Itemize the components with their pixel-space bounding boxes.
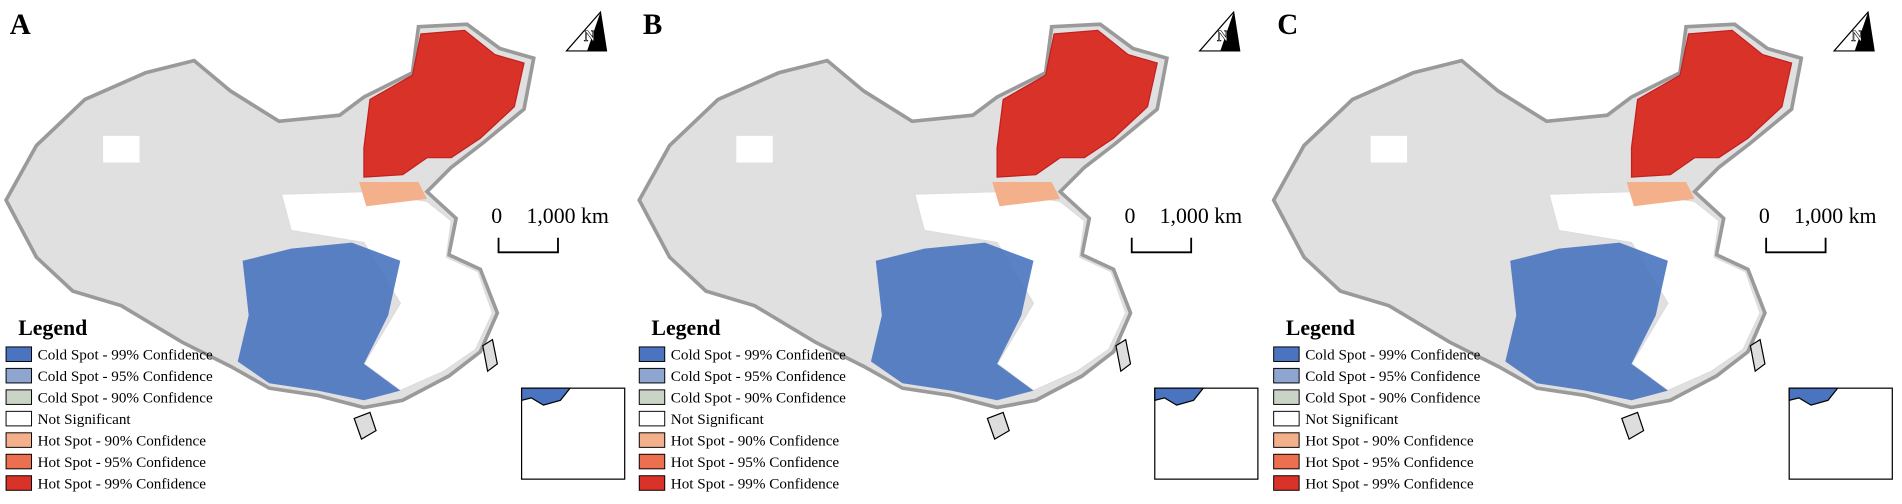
- island: [986, 411, 1010, 441]
- north-arrow-half: [587, 12, 607, 51]
- legend-swatch: [5, 453, 33, 470]
- legend-swatch: [1273, 475, 1300, 491]
- legend-swatch: [638, 410, 666, 427]
- legend-label: Cold Spot - 99% Confidence: [38, 347, 213, 364]
- legend-label: Hot Spot - 95% Confidence: [1305, 454, 1474, 471]
- scale-bar: [497, 237, 559, 254]
- legend-label: Cold Spot - 99% Confidence: [1305, 347, 1480, 364]
- panel-label: B: [643, 9, 662, 41]
- legend-label: Not Significant: [671, 411, 765, 428]
- north-label: N: [1217, 28, 1229, 45]
- desert-patch: [103, 135, 140, 163]
- scale-bar: [1765, 237, 1827, 254]
- scale-end: 1,000 km: [526, 204, 608, 228]
- desert-patch: [736, 135, 773, 163]
- legend-label: Hot Spot - 99% Confidence: [671, 475, 840, 492]
- orange-region: [1626, 181, 1695, 207]
- inset-box: [1154, 387, 1259, 480]
- red-region: [996, 29, 1158, 178]
- legend-swatch: [638, 432, 666, 448]
- inset-box: [1788, 387, 1893, 480]
- scale-start: 0: [1124, 204, 1135, 228]
- legend-swatch: [5, 410, 33, 427]
- orange-region: [992, 181, 1061, 207]
- legend-swatch: [5, 432, 33, 448]
- legend-swatch: [638, 389, 666, 405]
- island: [1115, 338, 1132, 373]
- legend-label: Cold Spot - 95% Confidence: [38, 368, 213, 385]
- scale-end: 1,000 km: [1794, 204, 1876, 228]
- legend-label: Not Significant: [38, 411, 132, 428]
- legend-swatch: [1273, 367, 1300, 384]
- legend-label: Hot Spot - 99% Confidence: [1305, 475, 1474, 492]
- legend-title: Legend: [651, 316, 720, 340]
- legend-label: Cold Spot - 99% Confidence: [671, 347, 846, 364]
- inset-box: [520, 387, 626, 480]
- scale-bar: [1130, 237, 1193, 254]
- legend-label: Cold Spot - 95% Confidence: [1305, 368, 1480, 385]
- legend-swatch: [638, 367, 666, 384]
- north-arrow-half: [1220, 12, 1240, 51]
- legend-label: Hot Spot - 90% Confidence: [38, 433, 207, 450]
- legend-label: Hot Spot - 95% Confidence: [671, 454, 840, 471]
- legend-swatch: [1273, 389, 1300, 405]
- map-panel: C N 0 1,000 km Legend Cold Spot - 99% Confide…: [1271, 9, 1893, 492]
- north-label: N: [1851, 28, 1863, 45]
- island: [1621, 411, 1645, 441]
- inset-coast: [1154, 387, 1205, 406]
- legend-label: Cold Spot - 90% Confidence: [1305, 390, 1480, 407]
- legend-swatch: [1273, 453, 1300, 470]
- red-region: [363, 29, 525, 178]
- legend-swatch: [638, 346, 666, 362]
- inset-coast: [520, 387, 572, 406]
- legend-label: Cold Spot - 90% Confidence: [671, 390, 846, 407]
- legend-swatch: [5, 346, 33, 362]
- legend-label: Hot Spot - 99% Confidence: [38, 475, 207, 492]
- legend-title: Legend: [1286, 316, 1355, 340]
- island: [353, 411, 377, 441]
- legend-swatch: [638, 475, 666, 491]
- orange-region: [359, 181, 427, 207]
- blue-region: [237, 242, 401, 401]
- legend-swatch: [5, 475, 33, 491]
- scale-start: 0: [491, 204, 502, 228]
- map-panel: B N 0 1,000 km Legend Cold Spot - 99% Confide…: [637, 9, 1259, 492]
- panel-label: C: [1277, 9, 1298, 41]
- inset-coast: [1788, 387, 1839, 406]
- blue-region: [1505, 242, 1668, 401]
- north-label: N: [584, 28, 596, 45]
- legend-swatch: [5, 389, 33, 405]
- map-panel: A N 0 1,000 km Legend Cold Spot - 99% Confide…: [3, 9, 626, 492]
- north-arrow-half: [1854, 12, 1875, 51]
- legend-label: Not Significant: [1305, 411, 1399, 428]
- red-region: [1630, 29, 1793, 178]
- legend-label: Hot Spot - 90% Confidence: [1305, 433, 1474, 450]
- legend-swatch: [5, 367, 33, 384]
- legend-label: Cold Spot - 95% Confidence: [671, 368, 846, 385]
- island: [1749, 338, 1766, 373]
- legend-swatch: [1273, 346, 1300, 362]
- panel-label: A: [10, 9, 31, 41]
- legend-swatch: [638, 453, 666, 470]
- scale-start: 0: [1759, 204, 1770, 228]
- legend-label: Hot Spot - 90% Confidence: [671, 433, 840, 450]
- island: [482, 338, 499, 373]
- legend-swatch: [1273, 432, 1300, 448]
- blue-region: [870, 242, 1034, 401]
- legend-label: Cold Spot - 90% Confidence: [38, 390, 213, 407]
- scale-end: 1,000 km: [1160, 204, 1242, 228]
- legend-title: Legend: [18, 316, 87, 340]
- legend-swatch: [1273, 410, 1300, 427]
- desert-patch: [1370, 135, 1408, 163]
- legend-label: Hot Spot - 95% Confidence: [38, 454, 207, 471]
